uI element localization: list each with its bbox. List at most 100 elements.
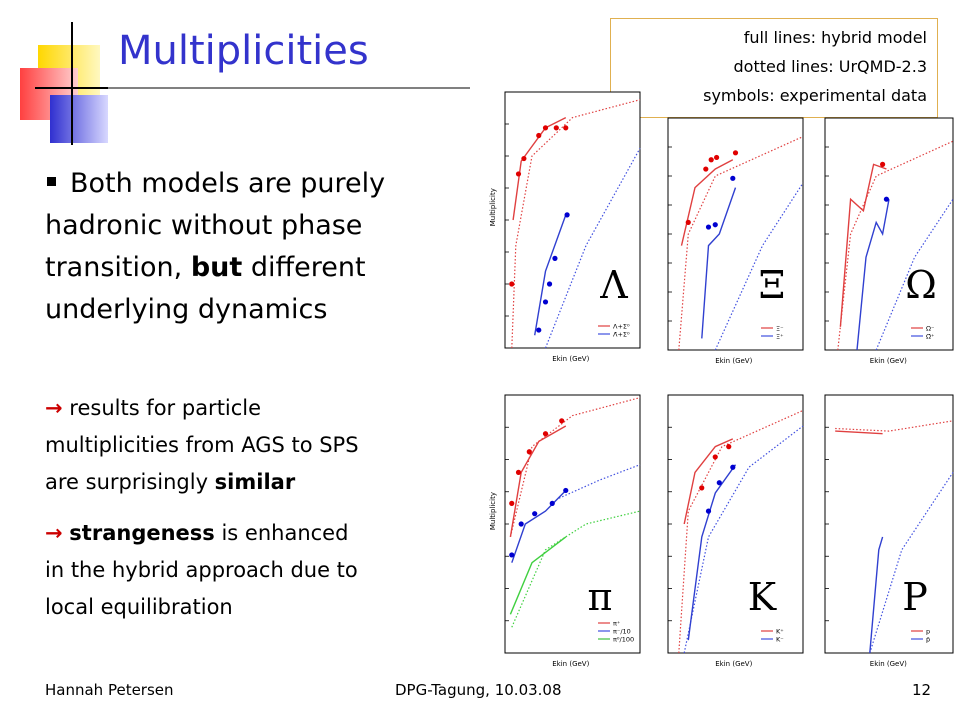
solid-curve <box>512 116 567 221</box>
panel-symbol: Λ <box>599 263 628 307</box>
legend-label: Ω̄⁺ <box>926 333 934 341</box>
solid-curve <box>835 430 883 435</box>
panel-symbol: K <box>748 575 777 619</box>
data-symbol <box>716 480 722 486</box>
data-symbol <box>521 155 527 162</box>
data-symbol <box>563 487 569 494</box>
data-symbol <box>542 299 549 305</box>
y-axis-label: Multiplicity <box>489 188 497 226</box>
point: → strangeness is enhanced in the hybrid a… <box>45 515 359 626</box>
solid-curve <box>701 187 737 339</box>
plot-frame <box>824 394 954 654</box>
legend-line: full lines: hybrid model <box>743 28 927 47</box>
text-run: in the hybrid approach due to <box>45 558 358 582</box>
text-run: transition, <box>45 252 191 283</box>
data-symbol <box>526 449 532 455</box>
data-symbol <box>509 500 515 506</box>
deco-square <box>50 95 108 143</box>
plot-frame <box>667 394 804 654</box>
x-axis-label: Ekin (GeV) <box>715 660 752 668</box>
dotted-curve <box>835 420 954 432</box>
point-line: local equilibration <box>45 589 359 626</box>
arrow: → <box>45 396 63 420</box>
data-symbol <box>546 281 553 287</box>
data-symbol <box>542 431 549 437</box>
data-symbol <box>549 500 555 506</box>
arrow: → <box>45 521 63 545</box>
text-run: are surprisingly <box>45 470 215 494</box>
data-symbol <box>532 511 538 517</box>
legend-label: K⁺ <box>776 628 784 636</box>
data-symbol <box>509 281 515 287</box>
solid-curve <box>680 159 734 246</box>
text-run: multiplicities from AGS to SPS <box>45 433 359 457</box>
panel-symbol: Ω <box>905 263 937 307</box>
x-axis-label: Ekin (GeV) <box>870 660 907 668</box>
legend-label: Ξ⁻ <box>776 325 784 333</box>
solid-curve <box>511 490 567 563</box>
footer-page: 12 <box>912 681 932 699</box>
legend-label: π⁺ <box>613 620 620 628</box>
legend-label: K⁻ <box>776 636 784 644</box>
dotted-curve <box>558 464 641 499</box>
data-symbol <box>564 212 570 218</box>
legend-label: Λ+Σ⁰ <box>613 323 630 331</box>
legend-line: symbols: experimental data <box>703 86 927 105</box>
bullet-line: Both models are purely <box>45 163 385 205</box>
data-symbol <box>559 418 565 424</box>
legend-label: π⁻/10 <box>613 628 631 636</box>
data-symbol <box>685 219 691 225</box>
x-axis-label: Ekin (GeV) <box>715 357 752 365</box>
point-line: multiplicities from AGS to SPS <box>45 427 359 464</box>
data-symbol <box>509 552 515 558</box>
dotted-curve <box>683 425 804 654</box>
plot-frame <box>667 117 804 351</box>
data-symbol <box>699 485 705 491</box>
data-symbol <box>552 255 558 261</box>
bullet-line: hadronic without phase <box>45 205 385 247</box>
text-run: hadronic without phase <box>45 210 363 241</box>
data-symbol <box>880 161 886 167</box>
panel-symbol: π <box>588 575 613 619</box>
dotted-curve <box>678 136 804 351</box>
point-line: → strangeness is enhanced <box>45 515 359 552</box>
points: → results for particle multiplicities fro… <box>45 390 359 626</box>
point-line: in the hybrid approach due to <box>45 552 359 589</box>
data-symbol <box>563 125 569 131</box>
text-run: results for particle <box>62 396 262 420</box>
data-symbol <box>708 157 714 163</box>
data-symbol <box>726 444 732 450</box>
legend-label: p <box>926 628 930 636</box>
point: → results for particle multiplicities fro… <box>45 390 359 501</box>
data-symbol <box>515 171 522 177</box>
dotted-curve <box>837 140 954 351</box>
solid-curve <box>856 199 890 351</box>
data-symbol <box>518 521 524 527</box>
data-symbol <box>553 125 559 131</box>
panel-symbol: P <box>902 575 928 619</box>
solid-curve <box>869 536 884 654</box>
dotted-curve <box>678 409 804 654</box>
data-symbol <box>732 150 739 156</box>
bullet-line: transition, but different <box>45 247 385 289</box>
dotted-curve <box>511 99 641 349</box>
data-symbol <box>883 196 890 202</box>
legend-line: dotted lines: UrQMD-2.3 <box>733 57 928 76</box>
data-symbol <box>712 454 718 460</box>
text-run: strangeness <box>69 521 215 545</box>
text-run: Both models are purely <box>70 168 386 199</box>
data-symbol <box>536 132 542 139</box>
dotted-curve <box>869 472 954 654</box>
legend-label: Ξ̄⁺ <box>776 333 784 341</box>
data-symbol <box>536 327 542 333</box>
text-run: is enhanced <box>214 521 349 545</box>
solid-curve <box>683 438 734 525</box>
bullet-line: underlying dynamics <box>45 289 385 331</box>
point-line: are surprisingly similar <box>45 464 359 501</box>
data-symbol <box>705 224 712 230</box>
data-symbol <box>705 508 712 514</box>
bullet-marker <box>47 177 56 186</box>
data-symbol <box>714 154 720 161</box>
solid-curve <box>687 464 737 641</box>
